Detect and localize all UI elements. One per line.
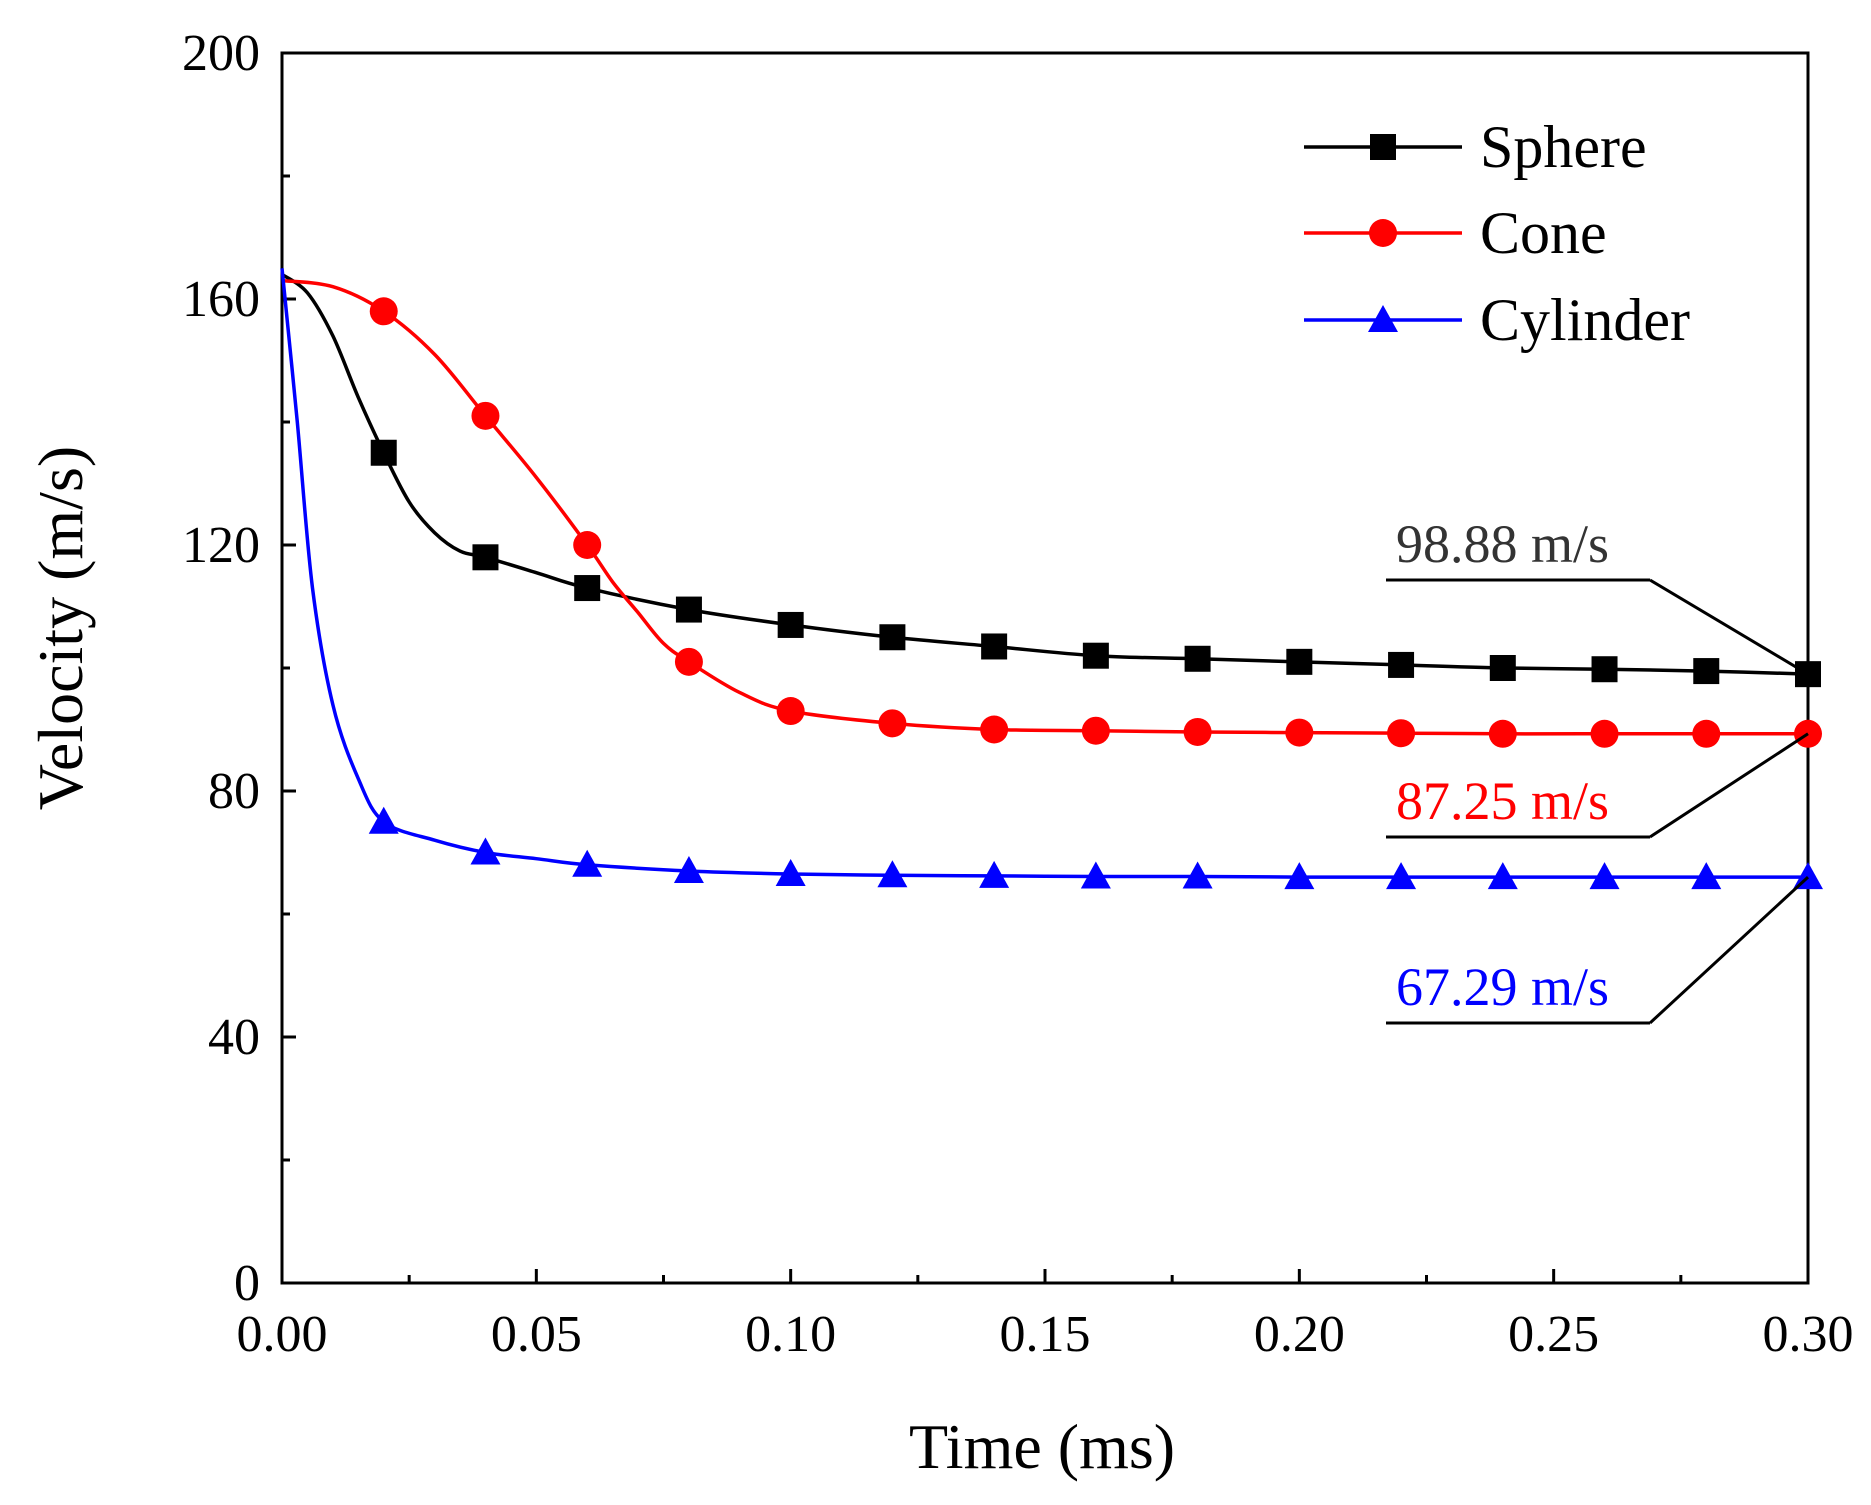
legend-item-cone: Cone	[1304, 200, 1607, 266]
data-point-cone	[776, 697, 805, 726]
data-point-cylinder	[775, 859, 806, 887]
data-point-cone	[1692, 719, 1721, 748]
annotation-2: 87.25 m/s	[1386, 732, 1809, 839]
annotation-label: 67.29 m/s	[1396, 957, 1609, 1017]
data-point-cone	[1081, 716, 1110, 745]
x-tick-label: 0.30	[1763, 1306, 1854, 1363]
x-tick-label: 0.00	[237, 1306, 328, 1363]
data-point-sphere	[370, 439, 397, 466]
legend-item-cylinder: Cylinder	[1304, 287, 1690, 353]
legend-label-cone: Cone	[1480, 200, 1607, 266]
data-point-cylinder	[572, 849, 603, 877]
legend: Sphere Cone Cylinder	[1304, 114, 1690, 353]
data-point-cylinder	[1182, 861, 1213, 889]
data-point-cylinder	[1284, 862, 1315, 890]
y-tick-label: 80	[208, 763, 260, 820]
data-point-cylinder	[470, 837, 501, 865]
data-point-cone	[878, 709, 907, 738]
data-point-cylinder	[1589, 862, 1620, 890]
x-tick-label: 0.05	[491, 1306, 582, 1363]
x-axis-title: Time (ms)	[909, 1411, 1175, 1482]
y-axis-title: Velocity (m/s)	[25, 446, 96, 810]
x-axis: 0.00 0.05 0.10 0.15 0.20 0.25 0.30	[237, 1269, 1854, 1363]
x-tick-label: 0.20	[1254, 1306, 1345, 1363]
data-point-cylinder	[1691, 862, 1722, 890]
legend-item-sphere: Sphere	[1304, 114, 1647, 180]
series-sphere	[280, 272, 1821, 688]
data-point-cone	[1183, 717, 1212, 746]
data-point-sphere	[1082, 642, 1109, 669]
annotation-1: 98.88 m/s	[1386, 514, 1809, 676]
data-point-cylinder	[368, 806, 399, 834]
legend-marker-cylinder	[1368, 305, 1398, 332]
legend-label-sphere: Sphere	[1480, 114, 1647, 180]
annotation-leader-line	[1648, 875, 1810, 1025]
data-point-cone	[980, 715, 1009, 744]
data-point-sphere	[574, 575, 601, 602]
x-tick-label: 0.10	[745, 1306, 836, 1363]
legend-marker-sphere	[1370, 134, 1396, 160]
data-point-cone	[1285, 718, 1314, 747]
y-axis: 0 40 80 120 160 200	[182, 25, 296, 1312]
y-tick-label: 40	[208, 1009, 260, 1066]
data-point-cone	[674, 647, 703, 676]
data-point-sphere	[675, 596, 702, 623]
y-tick-label: 200	[182, 25, 260, 82]
data-point-sphere	[1591, 656, 1618, 683]
data-point-sphere	[777, 611, 804, 638]
data-point-cone	[573, 531, 602, 559]
data-point-cylinder	[1487, 862, 1518, 890]
series-cylinder	[280, 268, 1823, 890]
data-point-sphere	[1286, 648, 1313, 675]
annotation-3: 67.29 m/s	[1386, 875, 1810, 1025]
annotation-leader-line	[1649, 732, 1809, 839]
annotation-label: 87.25 m/s	[1396, 771, 1609, 831]
annotation-leader-line	[1649, 578, 1809, 676]
data-point-sphere	[879, 624, 906, 651]
data-point-sphere	[981, 633, 1008, 660]
data-point-cylinder	[979, 860, 1010, 888]
data-point-sphere	[1388, 651, 1415, 678]
data-point-sphere	[1184, 645, 1211, 672]
data-point-cylinder	[1080, 861, 1111, 889]
x-tick-label: 0.15	[1000, 1306, 1091, 1363]
data-point-sphere	[472, 544, 499, 571]
y-tick-label: 120	[182, 517, 260, 574]
data-point-cylinder	[1386, 862, 1417, 890]
data-point-cone	[1590, 719, 1619, 748]
data-point-cone	[369, 297, 398, 326]
y-tick-label: 160	[182, 271, 260, 328]
data-point-cone	[471, 401, 500, 430]
data-point-cylinder	[877, 860, 908, 888]
annotation-label: 98.88 m/s	[1396, 514, 1609, 574]
data-point-cone	[1488, 719, 1517, 748]
legend-label-cylinder: Cylinder	[1480, 287, 1690, 353]
data-point-cylinder	[673, 855, 704, 883]
annotation-layer: 98.88 m/s 87.25 m/s 67.29 m/s	[1386, 514, 1810, 1025]
y-tick-label: 0	[234, 1255, 260, 1312]
legend-marker-cone	[1369, 219, 1397, 247]
data-point-sphere	[1489, 655, 1516, 681]
x-tick-label: 0.25	[1508, 1306, 1599, 1363]
data-point-sphere	[1693, 658, 1720, 685]
data-point-cone	[1387, 719, 1416, 748]
